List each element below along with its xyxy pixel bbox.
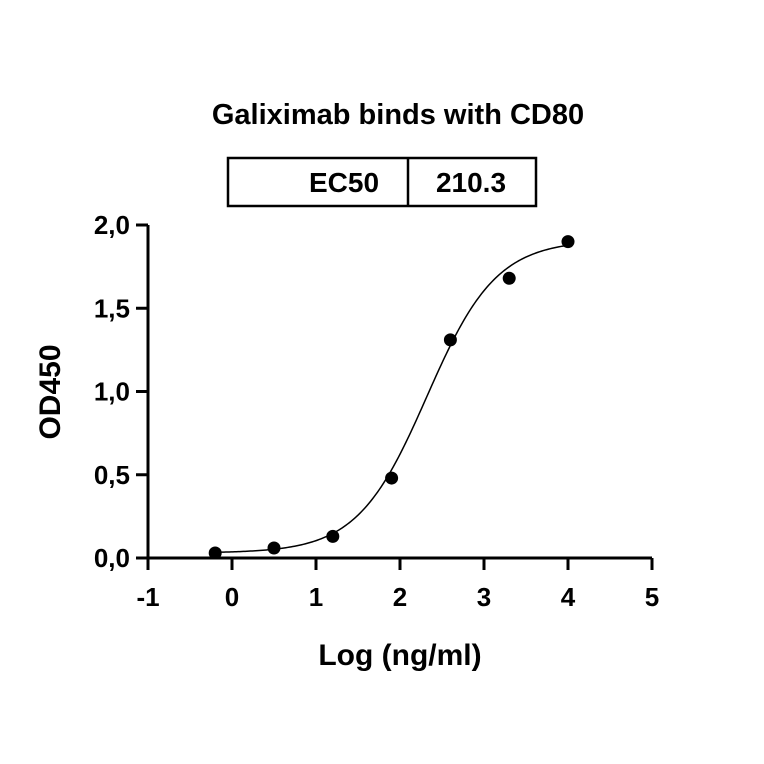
data-point xyxy=(443,333,457,347)
y-axis-title: OD450 xyxy=(34,344,67,439)
data-point xyxy=(502,271,516,285)
x-tick-label: 1 xyxy=(309,582,323,612)
axes: -1 0 1 2 3 4 5 0,0 0,5 1,0 1,5 2,0 xyxy=(94,210,659,612)
x-tick-label: 0 xyxy=(225,582,239,612)
fit-curve xyxy=(215,244,569,554)
x-tick-label: 2 xyxy=(393,582,407,612)
y-tick-label: 1,5 xyxy=(94,293,130,323)
y-tick-label: 0,5 xyxy=(94,460,130,490)
x-tick-label: 3 xyxy=(477,582,491,612)
fit-curve-layer xyxy=(215,244,569,554)
data-point xyxy=(267,541,281,555)
y-tick-label: 0,0 xyxy=(94,543,130,573)
y-tick-label: 2,0 xyxy=(94,210,130,240)
data-point xyxy=(326,529,340,543)
ec50-table-border xyxy=(226,156,538,208)
chart-title: Galiximab binds with CD80 xyxy=(212,99,584,131)
x-tick-label: 4 xyxy=(561,582,576,612)
data-point xyxy=(385,471,399,485)
x-axis-title: Log (ng/ml) xyxy=(318,639,481,672)
y-tick-label: 1,0 xyxy=(94,377,130,407)
ec50-label: EC50 xyxy=(309,167,379,198)
data-point xyxy=(208,546,222,560)
data-points xyxy=(208,235,575,560)
x-tick-label: -1 xyxy=(136,582,159,612)
ec50-table: EC50 210.3 xyxy=(226,156,538,208)
data-point xyxy=(561,235,575,249)
ec50-value: 210.3 xyxy=(436,167,506,198)
x-tick-label: 5 xyxy=(645,582,659,612)
